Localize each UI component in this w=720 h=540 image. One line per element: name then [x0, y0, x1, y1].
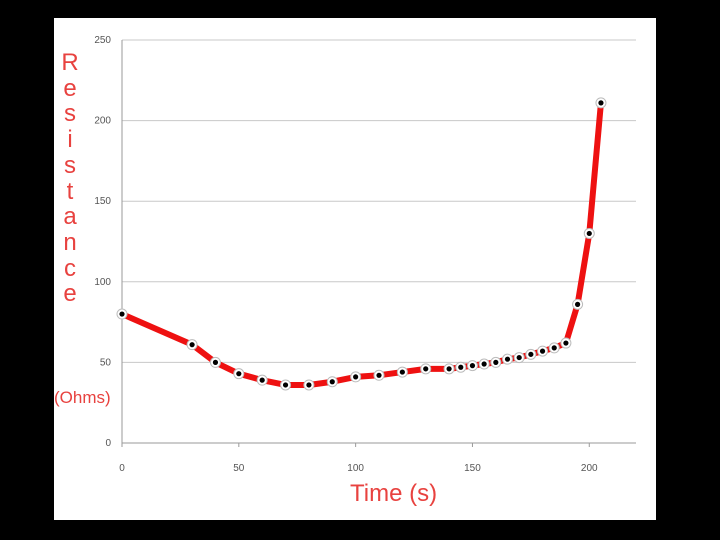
x-tick-label: 0: [119, 463, 125, 474]
y-axis-unit: (Ohms): [54, 388, 111, 407]
line-chart: 0 50 100 150 200 250 0 50 100 150 200: [94, 35, 636, 474]
x-tick-labels: 0 50 100 150 200: [119, 443, 598, 474]
data-point: [329, 379, 335, 385]
y-axis-label-letter: e: [63, 280, 77, 308]
y-axis-label-letter: s: [64, 100, 76, 128]
series-group: [116, 97, 607, 391]
x-tick-label: 100: [347, 463, 364, 474]
y-axis-label-letter: e: [63, 74, 77, 102]
data-point: [563, 340, 569, 346]
data-point: [574, 301, 581, 307]
y-tick-label: 100: [94, 277, 111, 288]
y-tick-label: 150: [94, 196, 111, 207]
data-point: [399, 369, 405, 375]
data-point: [539, 348, 546, 354]
y-axis-label-letter: n: [63, 228, 77, 256]
y-axis-label-letter: i: [67, 126, 73, 154]
x-tick-label: 200: [581, 463, 598, 474]
data-point: [504, 356, 511, 362]
y-tick-label: 250: [94, 35, 111, 46]
x-axis-label: Time (s): [350, 480, 438, 507]
data-point: [528, 351, 534, 357]
gridlines: [122, 39, 636, 444]
data-point: [446, 366, 452, 372]
data-point: [586, 230, 592, 237]
data-point: [469, 363, 476, 369]
data-point: [353, 374, 359, 380]
y-axis-label-letter: t: [66, 177, 74, 205]
y-tick-label: 0: [105, 438, 111, 449]
data-point: [423, 366, 429, 372]
data-point: [458, 364, 464, 370]
x-tick-label: 150: [464, 463, 481, 474]
data-point: [189, 342, 195, 348]
axes: [121, 40, 636, 444]
y-tick-label: 200: [94, 116, 111, 127]
data-point: [516, 354, 522, 361]
data-point: [212, 359, 219, 365]
y-axis-label-letter: c: [64, 254, 76, 282]
y-axis-label-letter: s: [64, 151, 76, 179]
data-point: [282, 382, 289, 388]
data-point: [481, 361, 487, 367]
data-point: [598, 100, 604, 106]
y-tick-label: 50: [100, 357, 112, 368]
y-tick-labels: 0 50 100 150 200 250: [94, 35, 111, 449]
y-axis-label-letter: R: [61, 49, 79, 76]
data-point: [306, 382, 312, 388]
data-point: [493, 359, 499, 365]
data-point: [236, 371, 242, 377]
data-point: [376, 372, 382, 378]
y-axis-label-letter: a: [63, 203, 77, 231]
data-point: [259, 377, 265, 383]
data-point: [551, 345, 557, 351]
data-point: [119, 311, 125, 317]
x-tick-label: 50: [233, 463, 245, 474]
